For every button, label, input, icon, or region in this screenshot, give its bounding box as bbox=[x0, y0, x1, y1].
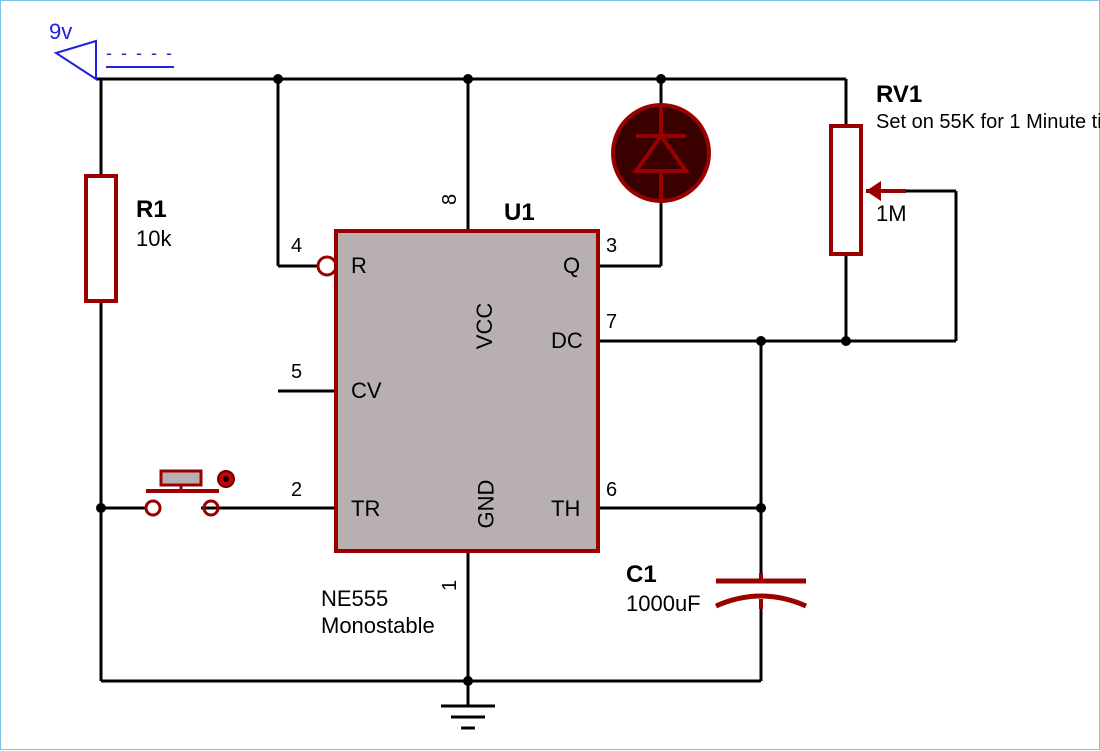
r1-value: 10k bbox=[136, 226, 171, 252]
pin5-num: 5 bbox=[291, 361, 302, 384]
rv1-value: 1M bbox=[876, 201, 907, 227]
u1-ref: U1 bbox=[504, 199, 535, 227]
r1-ref: R1 bbox=[136, 196, 167, 224]
pin6-num: 6 bbox=[606, 479, 617, 502]
voltage-probe bbox=[56, 41, 96, 79]
c1-value: 1000uF bbox=[626, 591, 701, 617]
pin-q-label: Q bbox=[563, 253, 580, 279]
voltage-dash: - - - - - bbox=[106, 43, 174, 68]
pin4-num: 4 bbox=[291, 235, 302, 258]
pin-dc-label: DC bbox=[551, 328, 583, 354]
circuit-diagram: 9v - - - - - R1 10k U1 4 5 2 3 7 6 8 1 R… bbox=[0, 0, 1100, 750]
pin8-num: 8 bbox=[439, 194, 462, 205]
pin-tr-label: TR bbox=[351, 496, 380, 522]
pin3-num: 3 bbox=[606, 235, 617, 258]
capacitor-c1 bbox=[716, 573, 806, 609]
rv1-ref: RV1 bbox=[876, 81, 922, 109]
pin-r-label: R bbox=[351, 253, 367, 279]
ic-part1: NE555 bbox=[321, 586, 388, 612]
pin-vcc-label: VCC bbox=[472, 303, 498, 349]
potentiometer-rv1 bbox=[831, 126, 956, 254]
c1-ref: C1 bbox=[626, 561, 657, 589]
pin-gnd-label: GND bbox=[473, 480, 499, 529]
pin-cv-label: CV bbox=[351, 378, 382, 404]
pin7-num: 7 bbox=[606, 311, 617, 334]
voltage-label: 9v bbox=[49, 19, 72, 45]
ic-part2: Monostable bbox=[321, 613, 435, 639]
pin-th-label: TH bbox=[551, 496, 580, 522]
led bbox=[613, 105, 709, 201]
rv1-note: Set on 55K for 1 Minute timer bbox=[876, 111, 1100, 134]
pin1-num: 1 bbox=[439, 580, 462, 591]
ground-symbol bbox=[441, 706, 495, 728]
pin2-num: 2 bbox=[291, 479, 302, 502]
resistor-r1 bbox=[86, 176, 116, 301]
